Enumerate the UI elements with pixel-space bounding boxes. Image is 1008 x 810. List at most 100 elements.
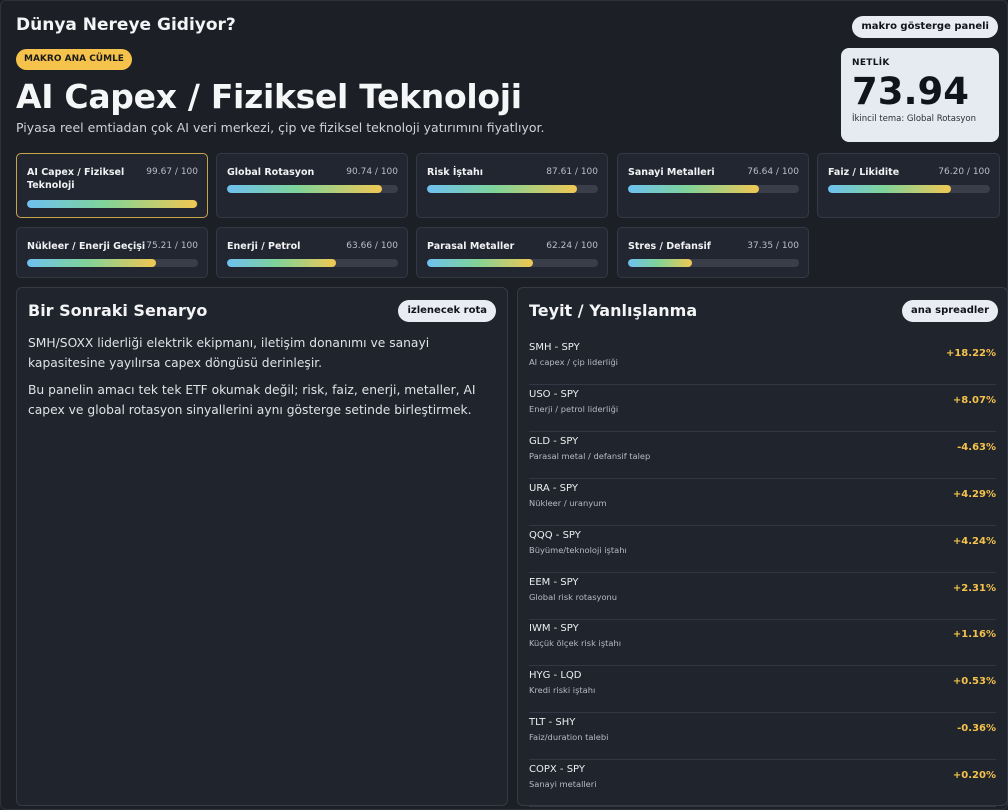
theme-bar-fill — [227, 185, 383, 193]
theme-bar — [27, 200, 198, 208]
theme-bar — [828, 185, 990, 193]
theme-name: Parasal Metaller — [427, 241, 515, 252]
dashboard-title: Dünya Nereye Gidiyor? — [16, 15, 236, 35]
spread-value: +0.53% — [952, 676, 996, 688]
theme-tile-risk-appetite[interactable]: Risk İştahı 87.61 / 100 — [416, 153, 608, 218]
spread-description: Enerji / petrol liderliği — [529, 403, 619, 414]
theme-name: Enerji / Petrol — [227, 241, 301, 252]
theme-name: Stres / Defansif — [628, 241, 711, 252]
theme-bar-fill — [227, 259, 336, 267]
spread-row[interactable]: COPX - SPY Sanayi metalleri +0.20% — [529, 760, 996, 808]
confirm-title: Teyit / Yanlışlanma — [529, 301, 698, 320]
spread-value: -0.36% — [957, 723, 996, 735]
theme-score: 37.35 / 100 — [747, 241, 799, 251]
theme-tile-nuclear-energy[interactable]: Nükleer / Enerji Geçişi 75.21 / 100 — [16, 227, 208, 278]
spread-row[interactable]: SMH - SPY AI capex / çip liderliği +18.22% — [529, 338, 996, 385]
spread-row[interactable]: TLT - SHY Faiz/duration talebi -0.36% — [529, 713, 996, 761]
spread-value: +4.29% — [952, 488, 996, 500]
theme-tile-energy-oil[interactable]: Enerji / Petrol 63.66 / 100 — [216, 227, 408, 278]
theme-bar — [427, 259, 598, 267]
theme-bar-fill — [427, 259, 534, 267]
spread-row[interactable]: EEM - SPY Global risk rotasyonu +2.31% — [529, 573, 996, 620]
theme-bar — [427, 185, 598, 193]
spread-pair: TLT - SHY — [529, 717, 576, 729]
theme-score: 87.61 / 100 — [546, 167, 598, 177]
spread-pair: IWM - SPY — [529, 623, 579, 635]
theme-bar-fill — [27, 259, 156, 267]
spread-description: Sanayi metalleri — [529, 779, 597, 790]
theme-bar-fill — [628, 259, 692, 267]
spread-row[interactable]: HYG - LQD Kredi riski iştahı +0.53% — [529, 666, 996, 714]
theme-score: 99.67 / 100 — [146, 167, 198, 177]
spread-description: Parasal metal / defansif talep — [529, 450, 651, 461]
theme-bar — [628, 259, 799, 267]
spread-description: Kredi riski iştahı — [529, 685, 596, 696]
spread-row[interactable]: QQQ - SPY Büyüme/teknoloji iştahı +4.24% — [529, 526, 996, 573]
theme-tile-ai-capex[interactable]: AI Capex / Fiziksel Teknoloji 99.67 / 10… — [16, 153, 208, 218]
spread-value: +18.22% — [945, 348, 996, 359]
theme-score: 76.64 / 100 — [747, 167, 799, 177]
theme-score: 63.66 / 100 — [346, 241, 398, 251]
theme-name: Risk İştahı — [427, 167, 484, 178]
theme-bar — [227, 185, 398, 193]
theme-score: 75.21 / 100 — [146, 241, 198, 251]
theme-tile-rates-liquidity[interactable]: Faiz / Likidite 76.20 / 100 — [817, 153, 1000, 218]
spread-pair: HYG - LQD — [529, 670, 582, 682]
spread-description: AI capex / çip liderliği — [529, 357, 618, 367]
spread-pair: EEM - SPY — [529, 576, 579, 588]
spread-description: Faiz/duration talebi — [529, 732, 609, 743]
hero-title: AI Capex / Fiziksel Teknoloji — [16, 77, 522, 116]
spread-pair: USO - SPY — [529, 388, 579, 400]
panel-badge[interactable]: makro gösterge paneli — [852, 16, 998, 38]
theme-bar-fill — [628, 185, 760, 193]
spread-description: Büyüme/teknoloji iştahı — [529, 544, 627, 555]
spread-pair: QQQ - SPY — [529, 529, 581, 541]
theme-bar — [27, 259, 198, 267]
theme-bar-fill — [828, 185, 952, 193]
spread-value: +4.24% — [952, 535, 996, 547]
score-value: 73.94 — [852, 70, 970, 113]
theme-bar-fill — [27, 200, 198, 208]
scenario-paragraph-2: Bu panelin amacı tek tek ETF okumak deği… — [28, 383, 476, 417]
spread-row[interactable]: IWM - SPY Küçük ölçek risk iştahı +1.16% — [529, 619, 996, 667]
spread-pair: SMH - SPY — [529, 342, 580, 353]
spread-pair: GLD - SPY — [529, 435, 579, 447]
theme-tile-global-rotation[interactable]: Global Rotasyon 90.74 / 100 — [216, 153, 408, 218]
spread-value: -4.63% — [957, 441, 996, 453]
spread-description: Global risk rotasyonu — [529, 591, 618, 602]
spread-row[interactable]: GLD - SPY Parasal metal / defansif talep -… — [529, 432, 996, 479]
hero-tag: MAKRO ANA CÜMLE — [16, 49, 132, 70]
hero-subtitle: Piyasa reel emtiadan çok AI veri merkezi… — [16, 120, 545, 135]
theme-name: Global Rotasyon — [227, 167, 315, 178]
theme-tile-stress-defensive[interactable]: Stres / Defansif 37.35 / 100 — [617, 227, 809, 278]
scenario-paragraph-1: SMH/SOXX liderliği elektrik ekipmanı, il… — [28, 336, 430, 370]
scenario-title: Bir Sonraki Senaryo — [28, 301, 208, 320]
theme-name: Faiz / Likidite — [828, 167, 900, 178]
theme-bar-fill — [427, 185, 577, 193]
clarity-score-card: NETLİK 73.94 İkincil tema: Global Rotasy… — [841, 48, 999, 142]
theme-bar — [227, 259, 398, 267]
theme-name: Sanayi Metalleri — [628, 167, 715, 178]
spread-pair: URA - SPY — [529, 482, 578, 494]
score-label: NETLİK — [852, 58, 890, 68]
spread-value: +0.20% — [952, 770, 996, 782]
theme-score: 76.20 / 100 — [938, 167, 990, 177]
scenario-badge[interactable]: izlenecek rota — [398, 300, 496, 322]
spread-value: +2.31% — [952, 582, 996, 594]
theme-tile-industrial-metals[interactable]: Sanayi Metalleri 76.64 / 100 — [617, 153, 809, 218]
theme-name: AI Capex / Fiziksel Teknoloji — [27, 167, 125, 191]
spread-value: +8.07% — [952, 394, 996, 406]
spread-row[interactable]: USO - SPY Enerji / petrol liderliği +8.07% — [529, 385, 996, 432]
confirm-badge[interactable]: ana spreadler — [902, 300, 998, 322]
theme-bar — [628, 185, 799, 193]
theme-score: 90.74 / 100 — [346, 167, 398, 177]
spread-pair: COPX - SPY — [529, 764, 585, 776]
spread-value: +1.16% — [952, 629, 996, 641]
theme-tile-monetary-metals[interactable]: Parasal Metaller 62.24 / 100 — [416, 227, 608, 278]
theme-score: 62.24 / 100 — [546, 241, 598, 251]
secondary-theme: İkincil tema: Global Rotasyon — [852, 114, 977, 124]
spread-row[interactable]: URA - SPY Nükleer / uranyum +4.29% — [529, 479, 996, 526]
confirmation-panel: Teyit / Yanlışlanma ana spreadler SMH - … — [517, 287, 1008, 808]
next-scenario-panel: Bir Sonraki Senaryo izlenecek rota SMH/S… — [16, 287, 508, 806]
